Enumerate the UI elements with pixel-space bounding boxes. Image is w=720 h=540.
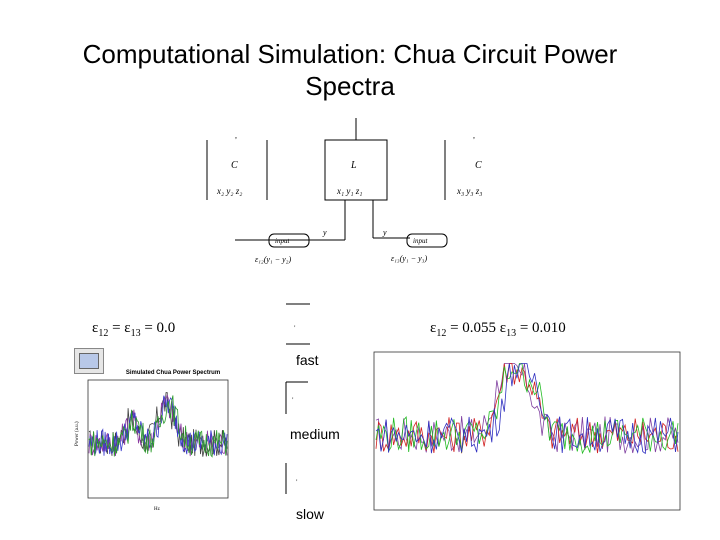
right-spectrum-plot [373,351,681,511]
right-block-marker: , [473,131,475,140]
right-wire-label: y [382,228,387,237]
right-coupler-box [406,233,448,248]
spectrum-trace [375,363,679,455]
left-coupler-label: input [275,237,290,245]
right-coupler-label: input [413,237,428,245]
speed-label-medium: medium [290,426,340,442]
svg-text:,: , [296,476,298,482]
right-block-letter: C [475,160,482,171]
left-coupling-condition: ε12 = ε13 = 0.0 [92,320,176,339]
spectrum-trace [88,394,228,457]
left-coupler-box [268,233,310,248]
left-coupler-formula: ε₁₂(y₁ − y₂) [255,255,291,264]
left-plot-title: Simulated Chua Power Spectrum [125,370,221,376]
right-coupler-formula: ε₁₃(y₁ − y₃) [391,254,427,263]
left-spectrum-plot: Power (a.u.) Hz [75,379,229,512]
left-plot-xlabel: Hz [154,507,161,512]
right-block-states: x₃ y₃ z₃ [456,186,482,196]
left-spectrum-figure: Simulated Chua Power Spectrum Power (a.u… [74,348,240,512]
svg-text:,: , [292,394,294,400]
right-coupling-condition: ε12 = 0.055 ε13 = 0.010 [430,320,566,339]
left-block-marker: , [235,131,237,140]
spectrum-trace [375,363,679,454]
spectrum-trace [88,392,228,457]
left-block-states: x₂ y₂ z₂ [216,186,242,196]
svg-text:,: , [294,322,296,328]
middle-block-states: x₁ y₁ z₁ [336,186,362,196]
speed-label-fast: fast [296,352,319,368]
spectrum-trace [375,363,679,455]
middle-block-letter: L [350,160,357,171]
speed-indicator-column: , , , [285,303,310,494]
left-block-letter: C [231,160,238,171]
speed-label-slow: slow [296,506,325,522]
left-wire-label: y [322,228,327,237]
figure-toolbar-icon [74,348,104,374]
slide-title: Computational Simulation: Chua Circuit P… [82,39,618,101]
left-plot-ylabel: Power (a.u.) [75,421,80,446]
spectrum-trace [88,395,228,458]
coupled-circuit-diagram: , , C x₂ y₂ z₂ L x₁ y₁ z₁ C x₃ y₃ z₃ y y… [206,118,482,264]
